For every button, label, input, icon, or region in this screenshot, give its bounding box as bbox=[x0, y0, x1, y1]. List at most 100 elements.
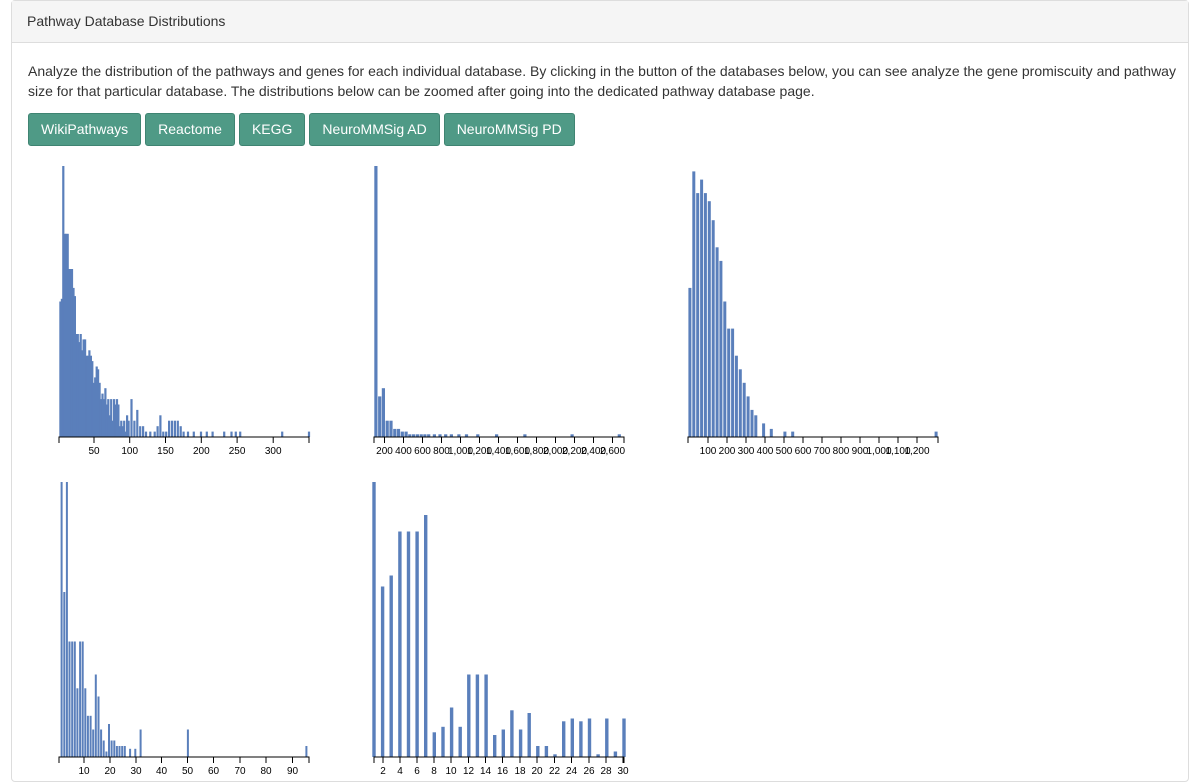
histogram-bar[interactable] bbox=[457, 434, 461, 437]
histogram-bar[interactable] bbox=[527, 713, 531, 757]
histogram-bar[interactable] bbox=[406, 531, 411, 758]
histogram-bar[interactable] bbox=[81, 350, 84, 437]
histogram-bar[interactable] bbox=[91, 361, 94, 437]
histogram-bar[interactable] bbox=[587, 718, 592, 758]
histogram-bar[interactable] bbox=[719, 260, 723, 437]
histogram-bar[interactable] bbox=[179, 426, 182, 437]
histogram-bar[interactable] bbox=[415, 531, 419, 758]
histogram-bar[interactable] bbox=[432, 732, 436, 758]
histogram-bar[interactable] bbox=[239, 431, 242, 437]
histogram-bar[interactable] bbox=[78, 342, 81, 437]
histogram-bar[interactable] bbox=[562, 721, 566, 758]
histogram-bar[interactable] bbox=[438, 434, 442, 437]
histogram-bar[interactable] bbox=[396, 428, 401, 437]
histogram-bar[interactable] bbox=[688, 287, 692, 437]
histogram-bar[interactable] bbox=[126, 415, 129, 437]
histogram-bar[interactable] bbox=[98, 382, 101, 437]
histogram-bar[interactable] bbox=[476, 434, 480, 437]
histogram-bar[interactable] bbox=[101, 393, 104, 437]
histogram-bar[interactable] bbox=[186, 431, 190, 437]
histogram-bar[interactable] bbox=[444, 434, 448, 437]
histogram-bar[interactable] bbox=[104, 388, 107, 437]
histogram-bar[interactable] bbox=[731, 328, 735, 437]
histogram-bar[interactable] bbox=[139, 426, 142, 437]
histogram-bar[interactable] bbox=[75, 334, 78, 437]
histogram-bar[interactable] bbox=[727, 328, 731, 437]
histogram-bar[interactable] bbox=[85, 355, 88, 437]
histogram-bar[interactable] bbox=[86, 715, 89, 758]
histogram-bar[interactable] bbox=[400, 431, 404, 437]
histogram-bar[interactable] bbox=[92, 382, 95, 437]
histogram-bar[interactable] bbox=[100, 729, 103, 758]
histogram-bar[interactable] bbox=[484, 674, 488, 758]
histogram-bar[interactable] bbox=[423, 434, 427, 437]
histogram-bar[interactable] bbox=[162, 431, 165, 437]
histogram-bar[interactable] bbox=[63, 592, 66, 757]
histogram-bar[interactable] bbox=[133, 420, 136, 437]
histogram-bar[interactable] bbox=[105, 751, 108, 758]
histogram-bar[interactable] bbox=[60, 298, 63, 437]
histogram-bar[interactable] bbox=[68, 641, 71, 758]
histogram-bar[interactable] bbox=[82, 339, 85, 437]
histogram-bar[interactable] bbox=[113, 399, 116, 437]
histogram-bar[interactable] bbox=[120, 420, 123, 437]
histogram-bar[interactable] bbox=[79, 334, 82, 437]
histogram-bar[interactable] bbox=[92, 729, 95, 758]
histogram-bar[interactable] bbox=[570, 434, 574, 437]
histogram-bar[interactable] bbox=[393, 428, 397, 437]
histogram-bar[interactable] bbox=[84, 339, 87, 437]
histogram-bar[interactable] bbox=[97, 696, 100, 758]
histogram-bar[interactable] bbox=[79, 641, 82, 758]
histogram-bar[interactable] bbox=[408, 434, 412, 437]
histogram-bar[interactable] bbox=[118, 426, 121, 437]
histogram-bar[interactable] bbox=[134, 748, 137, 758]
histogram-bar[interactable] bbox=[707, 201, 711, 437]
histogram-bar[interactable] bbox=[700, 179, 704, 437]
histogram-bar[interactable] bbox=[118, 746, 121, 757]
histogram-bar[interactable] bbox=[380, 586, 385, 758]
histogram-bar[interactable] bbox=[754, 415, 758, 437]
histogram-bar[interactable] bbox=[432, 434, 436, 437]
histogram-bar[interactable] bbox=[113, 740, 116, 758]
histogram-bar[interactable] bbox=[186, 729, 189, 758]
histogram-bar[interactable] bbox=[71, 641, 74, 758]
histogram-bar[interactable] bbox=[115, 746, 118, 757]
histogram-bar[interactable] bbox=[467, 674, 471, 758]
histogram-bar[interactable] bbox=[108, 724, 110, 757]
histogram-bar[interactable] bbox=[762, 423, 766, 437]
histogram-bar[interactable] bbox=[791, 431, 795, 437]
histogram-bar[interactable] bbox=[389, 575, 393, 758]
histogram-bar[interactable] bbox=[117, 404, 120, 438]
histogram-bar[interactable] bbox=[934, 431, 938, 437]
histogram-bar[interactable] bbox=[223, 431, 226, 437]
histogram-bar[interactable] bbox=[88, 350, 91, 437]
histogram-bar[interactable] bbox=[696, 193, 700, 437]
histogram-bar[interactable] bbox=[738, 369, 742, 438]
histogram-bar[interactable] bbox=[70, 269, 74, 437]
histogram-bar[interactable] bbox=[95, 366, 98, 438]
histogram-bar[interactable] bbox=[89, 355, 92, 437]
histogram-bar[interactable] bbox=[412, 434, 416, 437]
histogram-bar[interactable] bbox=[127, 420, 130, 437]
histogram-bar[interactable] bbox=[123, 746, 126, 757]
histogram-bar[interactable] bbox=[449, 434, 453, 437]
wikipathways-button[interactable]: WikiPathways bbox=[28, 113, 142, 146]
histogram-bar[interactable] bbox=[89, 715, 92, 758]
histogram-bar[interactable] bbox=[389, 420, 393, 437]
histogram-bar[interactable] bbox=[110, 740, 113, 758]
histogram-bar[interactable] bbox=[404, 431, 408, 437]
histogram-bar[interactable] bbox=[102, 399, 105, 437]
histogram-bar[interactable] bbox=[173, 420, 176, 437]
histogram-bar[interactable] bbox=[703, 193, 707, 437]
histogram-bar[interactable] bbox=[121, 426, 124, 437]
histogram-bar[interactable] bbox=[65, 233, 68, 438]
histogram-bar[interactable] bbox=[769, 428, 773, 437]
histogram-bar[interactable] bbox=[76, 688, 79, 758]
histogram-bar[interactable] bbox=[711, 220, 715, 437]
histogram-bar[interactable] bbox=[692, 171, 696, 437]
histogram-bar[interactable] bbox=[108, 415, 111, 437]
histogram-bar[interactable] bbox=[742, 382, 746, 437]
histogram-bar[interactable] bbox=[142, 426, 145, 437]
histogram-bar[interactable] bbox=[123, 420, 126, 437]
